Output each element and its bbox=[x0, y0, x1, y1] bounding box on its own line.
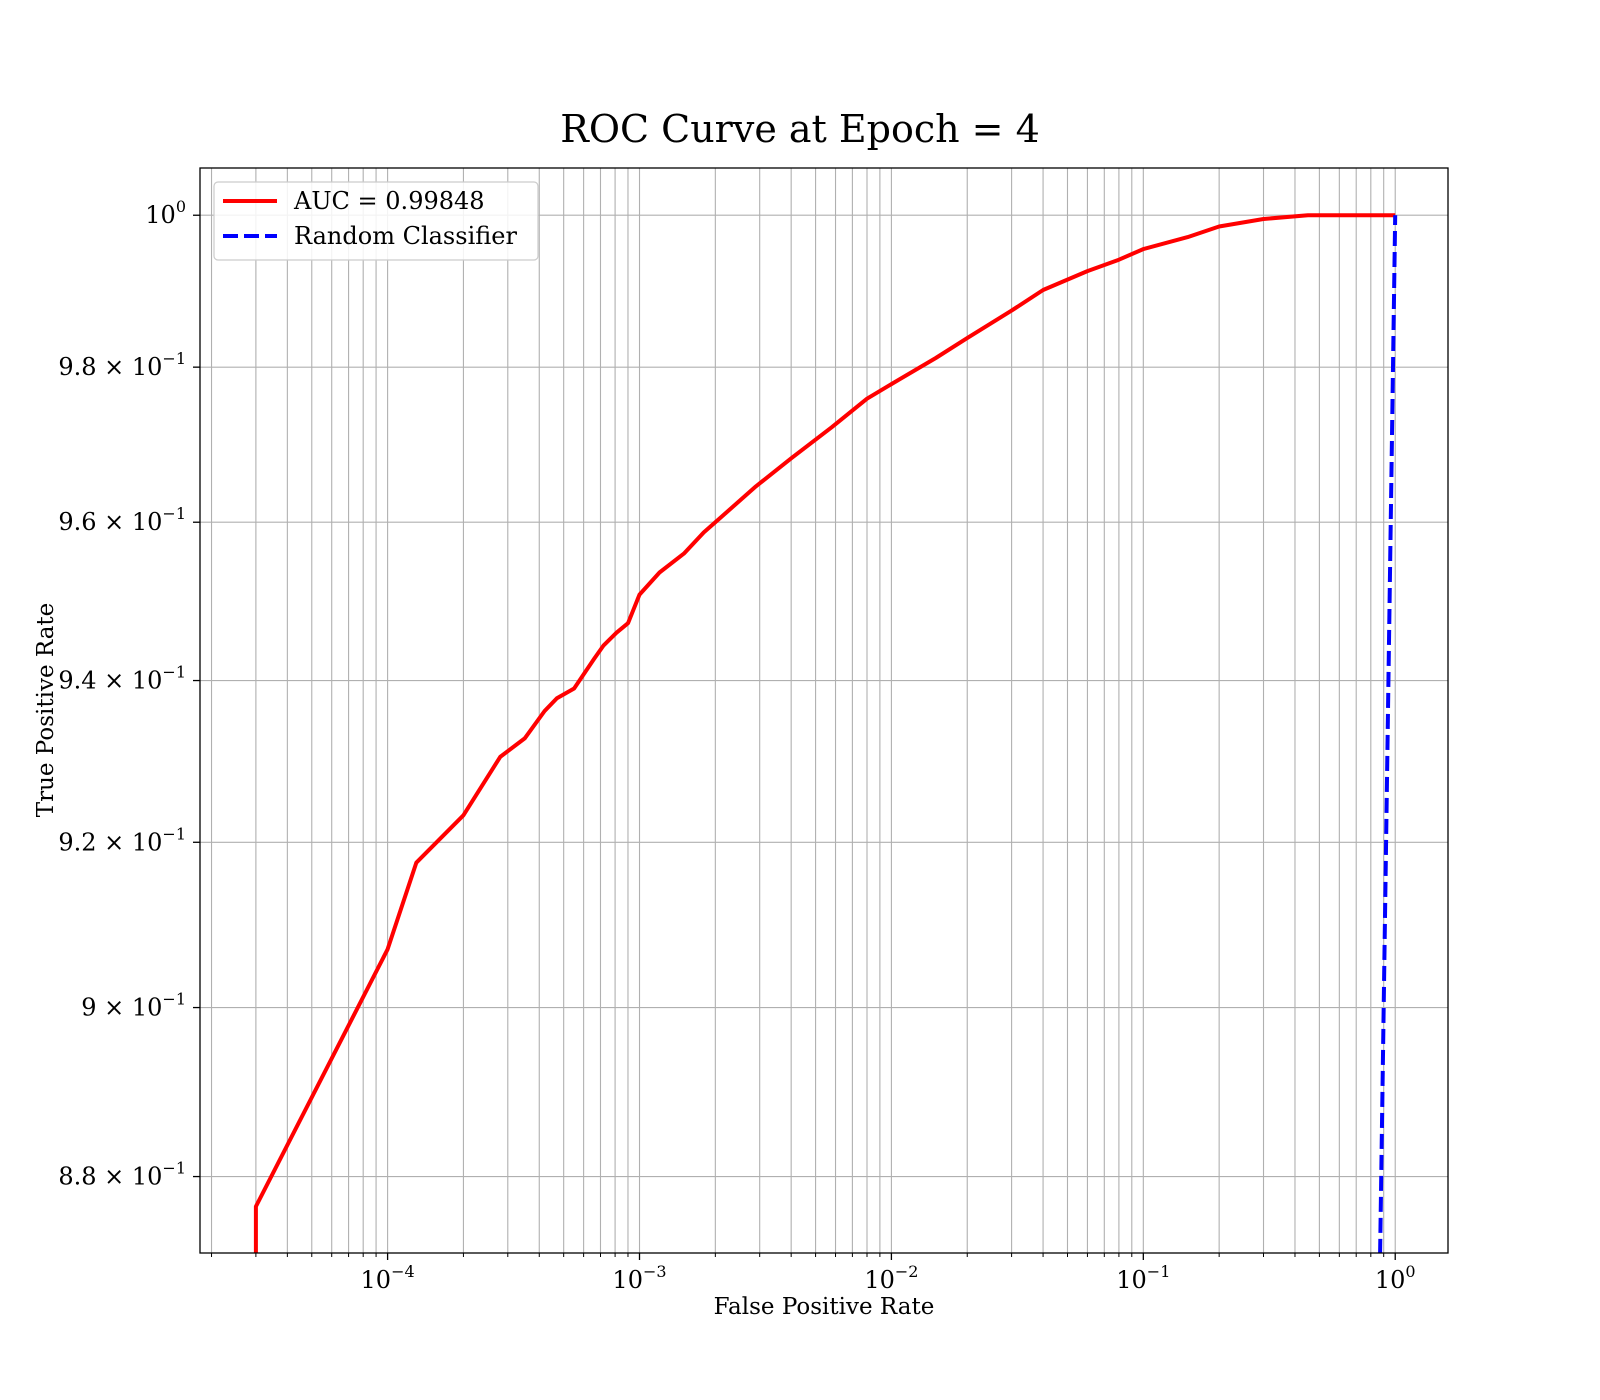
y-tick-label: 9.6 × 10−1 bbox=[58, 504, 186, 536]
x-tick-label: 10−4 bbox=[361, 1262, 415, 1294]
plot-frame bbox=[199, 167, 1449, 1254]
y-tick-label: 9.8 × 10−1 bbox=[58, 349, 186, 381]
y-axis-ticks: 100 9.8 × 10−1 9.6 × 10−1 9.4 × 10−1 9.2 × 1… bbox=[58, 197, 200, 1191]
x-tick-label: 10−1 bbox=[1116, 1262, 1170, 1294]
y-tick-label: 9.4 × 10−1 bbox=[58, 663, 186, 695]
legend-label-auc: AUC = 0.99848 bbox=[293, 187, 485, 215]
y-axis-label: True Positive Rate bbox=[33, 603, 59, 818]
legend-label-random: Random Classifier bbox=[294, 222, 517, 250]
x-tick-label: 100 bbox=[1375, 1262, 1416, 1294]
x-tick-label: 10−3 bbox=[612, 1262, 666, 1294]
legend: AUC = 0.99848 Random Classifier bbox=[213, 181, 539, 261]
y-tick-label: 9 × 10−1 bbox=[81, 990, 186, 1022]
series-layer bbox=[253, 213, 1398, 1253]
y-tick-label: 9.2 × 10−1 bbox=[58, 824, 186, 856]
legend-box bbox=[213, 181, 539, 261]
y-tick-label: 100 bbox=[145, 197, 186, 229]
chart-title: ROC Curve at Epoch = 4 bbox=[560, 107, 1040, 151]
x-axis-ticks: 10−4 10−3 10−2 10−1 100 bbox=[211, 1253, 1416, 1294]
random-classifier-line bbox=[1378, 215, 1398, 1253]
x-tick-label: 10−2 bbox=[864, 1262, 918, 1294]
x-axis-label: False Positive Rate bbox=[714, 1294, 935, 1320]
y-tick-label: 8.8 × 10−1 bbox=[58, 1159, 186, 1191]
roc-curve-line bbox=[253, 213, 1396, 1253]
